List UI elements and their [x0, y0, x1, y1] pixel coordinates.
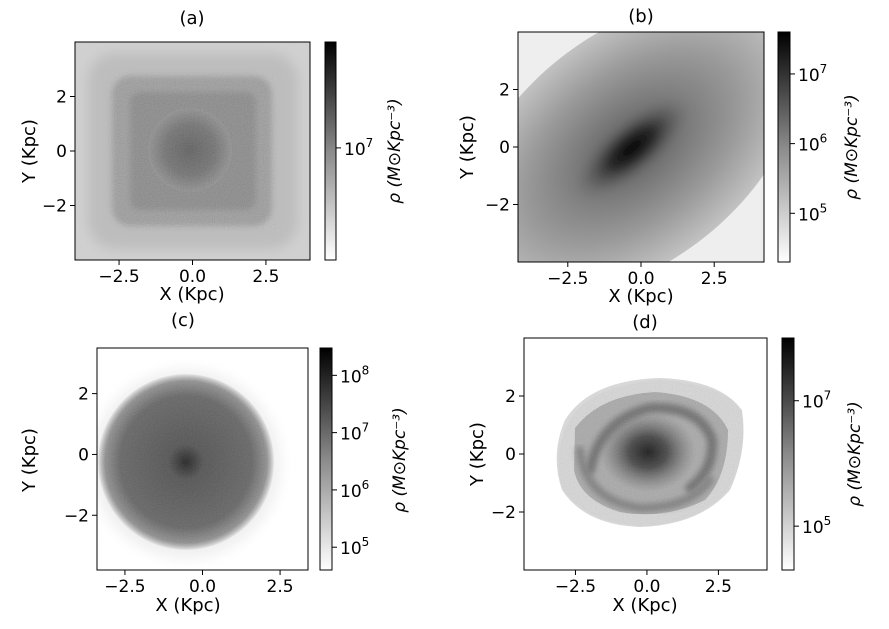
- y-tick-label: −2: [64, 506, 89, 526]
- y-tick-label: −2: [485, 196, 510, 216]
- colorbar-tick-label: 107: [798, 62, 827, 86]
- colorbar-tick-label: 106: [340, 478, 369, 502]
- panel-d: (d) −2.5 0.0 2.5 −2 0 2 X (Kpc) Y (Kpc) 105 10…: [467, 312, 865, 616]
- colorbar-tick-label: 108: [340, 363, 369, 387]
- colorbar-tick-label: 105: [802, 514, 831, 538]
- panel-b-density-map: [518, 32, 764, 262]
- panel-d-title: (d): [632, 312, 657, 333]
- colorbar-tick-label: 106: [798, 132, 827, 156]
- panel-d-ylabel: Y (Kpc): [467, 422, 488, 487]
- colorbar-tick-label: 107: [340, 421, 369, 445]
- x-tick-label: −2.5: [104, 577, 145, 597]
- x-tick-label: 2.5: [705, 577, 732, 597]
- panel-b-xlabel: X (Kpc): [608, 286, 673, 307]
- panel-b-colorbar-label: ρ (M⊙Kpc⁻³): [842, 94, 862, 199]
- panel-d-colorbar-label: ρ (M⊙Kpc⁻³): [845, 401, 865, 506]
- panel-c-density-map: [97, 348, 308, 570]
- colorbar-tick-label: 105: [340, 535, 369, 559]
- panel-d-colorbar: [781, 337, 795, 571]
- x-tick-label: 2.5: [701, 269, 728, 289]
- panel-a: (a) −2.5 0.0 2.5 −2 0 2 X (Kpc) Y (Kpc) 107 ρ…: [19, 8, 405, 305]
- panel-a-xlabel: X (Kpc): [159, 284, 224, 305]
- panel-a-density-map: [75, 42, 310, 260]
- panel-c-colorbar-label: ρ (M⊙Kpc⁻³): [390, 407, 410, 512]
- panel-a-ylabel: Y (Kpc): [19, 119, 40, 184]
- y-tick-label: 2: [78, 385, 89, 405]
- y-tick-label: −2: [42, 197, 67, 217]
- panel-c-title: (c): [171, 310, 195, 331]
- panel-c-colorbar: [319, 347, 333, 571]
- panel-b-title: (b): [628, 6, 653, 27]
- y-tick-label: 0: [78, 445, 89, 465]
- panel-b: (b) −2.5 0.0 2.5 −2 0 2 X (Kpc) Y (Kpc) 105 10…: [457, 6, 862, 307]
- y-tick-label: 2: [56, 88, 67, 108]
- panel-a-colorbar-label: ρ (M⊙Kpc⁻³): [385, 98, 405, 203]
- panel-a-colorbar: [324, 41, 337, 261]
- panel-c-xlabel: X (Kpc): [155, 595, 220, 616]
- panel-b-ylabel: Y (Kpc): [457, 115, 478, 180]
- colorbar-tick-label: 107: [344, 136, 373, 160]
- x-tick-label: 0.0: [633, 577, 660, 597]
- x-tick-label: 2.5: [252, 267, 279, 287]
- panel-c: (c) −2.5 0.0 2.5 −2 0 2 X (Kpc) Y (Kpc) 105 10…: [19, 310, 410, 616]
- y-tick-label: 2: [499, 81, 510, 101]
- y-tick-label: 0: [499, 138, 510, 158]
- x-tick-label: 2.5: [267, 577, 294, 597]
- x-tick-label: 0.0: [627, 269, 654, 289]
- panel-d-density-map: [524, 338, 767, 570]
- y-tick-label: 0: [505, 445, 516, 465]
- y-tick-label: 0: [56, 142, 67, 162]
- x-tick-label: −2.5: [555, 577, 596, 597]
- colorbar-tick-label: 107: [802, 389, 831, 413]
- y-tick-label: 2: [505, 387, 516, 407]
- x-tick-label: 0.0: [179, 267, 206, 287]
- panel-b-colorbar: [777, 31, 791, 263]
- y-tick-label: −2: [491, 503, 516, 523]
- x-tick-label: −2.5: [98, 267, 139, 287]
- panel-a-title: (a): [179, 8, 204, 29]
- colorbar-tick-label: 105: [798, 201, 827, 225]
- panel-c-ylabel: Y (Kpc): [19, 428, 40, 493]
- x-tick-label: −2.5: [547, 269, 588, 289]
- panel-d-xlabel: X (Kpc): [612, 595, 677, 616]
- x-tick-label: 0.0: [189, 577, 216, 597]
